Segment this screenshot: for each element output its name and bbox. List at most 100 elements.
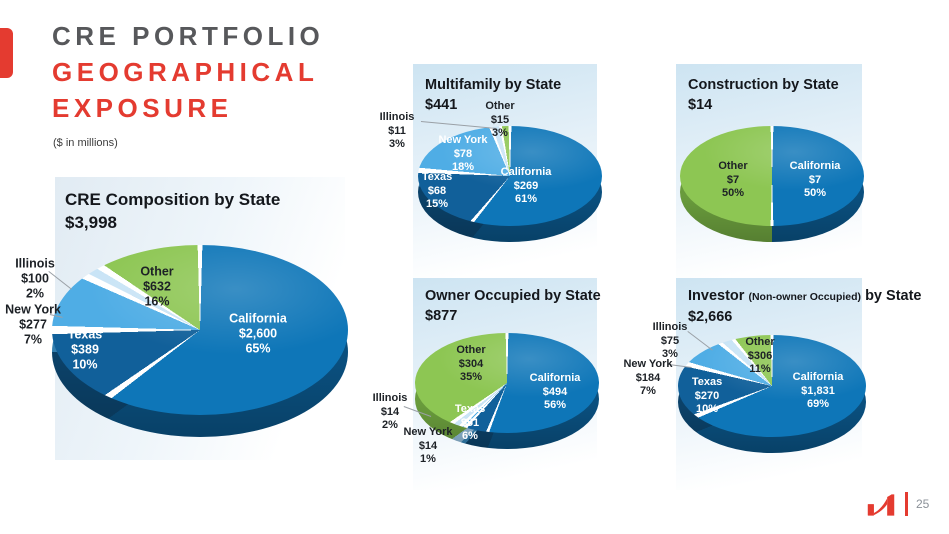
chart-title-cre-composition: CRE Composition by State $3,998: [65, 188, 280, 234]
slice-name: New York: [438, 133, 488, 146]
slice-name: Other: [485, 99, 515, 112]
pie-label-texas: Texas $51 6%: [455, 403, 485, 444]
units-note: ($ in millions): [53, 137, 118, 149]
pie-label-texas: Texas $270 10%: [692, 376, 722, 417]
slide-title: CRE PORTFOLIO GEOGRAPHICAL EXPOSURE: [52, 18, 324, 126]
slice-amount: $304: [458, 357, 484, 370]
chart-title-construction: Construction by State $14: [688, 75, 839, 115]
pie-investor: [678, 335, 866, 453]
slice-name: New York: [5, 302, 61, 317]
slice-name: New York: [403, 425, 453, 438]
slice-name: Other: [718, 159, 748, 172]
chart-title-text: CRE Composition by State: [65, 190, 281, 209]
slice-pct: 56%: [543, 398, 567, 411]
pie-label-california: California $269 61%: [501, 166, 552, 207]
pie-label-new-york: New York $184 7%: [623, 358, 672, 399]
slice-amount: $11: [388, 124, 406, 137]
pie-label-california: California $2,600 65%: [229, 312, 287, 357]
chart-total: $877: [425, 308, 458, 324]
slice-amount: $68: [427, 184, 447, 197]
slice-pct: 6%: [462, 429, 478, 442]
slice-pct: 3%: [492, 126, 508, 139]
pie-label-illinois: Illinois $11 3%: [380, 111, 415, 152]
slice-amount: $100: [21, 271, 49, 286]
slice-pct: 35%: [459, 370, 483, 383]
slice-pct: 50%: [803, 186, 827, 199]
slice-name: Other: [745, 335, 775, 348]
slice-name: California: [500, 165, 552, 178]
pie-label-new-york: New York $14 1%: [403, 426, 452, 467]
pie-label-illinois: Illinois $75 3%: [653, 321, 688, 362]
slice-name: California: [529, 371, 581, 384]
slice-pct: 61%: [514, 192, 538, 205]
slice-amount: $14: [380, 405, 400, 418]
pie-label-other: Other $15 3%: [485, 100, 514, 141]
slice-pct: 11%: [749, 362, 771, 375]
slice-name: California: [229, 311, 287, 326]
slice-name: Texas: [421, 170, 453, 183]
slice-name: Texas: [67, 327, 103, 342]
footer-divider: [905, 492, 908, 516]
slice-pct: 18%: [451, 160, 475, 173]
slice-pct: 69%: [806, 397, 830, 410]
slice-name: Texas: [454, 402, 486, 415]
pie-label-illinois: Illinois $100 2%: [15, 257, 55, 302]
chart-title-text: Investor (Non-owner Occupied) by State: [688, 286, 922, 307]
slice-name: Illinois: [15, 256, 55, 271]
slice-name: Illinois: [652, 320, 688, 333]
slice-name: California: [792, 370, 844, 383]
pie-top-face: [678, 335, 866, 437]
pie-multifamily: [418, 126, 602, 242]
slice-pct: 16%: [144, 294, 170, 309]
chart-total: $14: [688, 97, 713, 113]
slice-amount: $78: [453, 147, 473, 160]
slice-amount: $306: [747, 349, 773, 362]
slice-name: Illinois: [379, 110, 415, 123]
pie-label-texas: Texas $68 15%: [422, 171, 452, 212]
pie-construction: [680, 126, 864, 242]
slice-amount: $75: [660, 334, 680, 347]
slice-amount: $277: [19, 317, 47, 332]
slice-amount: $14: [418, 439, 438, 452]
slice-pct: 10%: [695, 402, 719, 415]
title-tail: by State: [865, 288, 922, 304]
accent-tab: [0, 28, 13, 78]
slide-title-line1: CRE PORTFOLIO: [52, 21, 325, 51]
chart-title-multifamily: Multifamily by State $441: [425, 75, 561, 115]
slice-pct: 2%: [25, 286, 45, 301]
slice-pct: 2%: [382, 418, 398, 431]
chart-title-text: Construction by State: [688, 77, 839, 93]
pie-top-face: [418, 126, 602, 226]
slice-amount: $7: [808, 173, 822, 186]
chart-total: $3,998: [65, 213, 117, 232]
slice-amount: $7: [726, 173, 740, 186]
slice-pct: 10%: [72, 357, 98, 372]
pie-top-face: [52, 245, 348, 415]
brand-logo-icon: [867, 494, 895, 516]
slice-pct: 7%: [23, 332, 43, 347]
pie-label-other: Other $7 50%: [718, 160, 747, 201]
slice-pct: 3%: [389, 137, 405, 150]
pie-label-other: Other $632 16%: [140, 265, 173, 310]
slice-amount: $269: [513, 179, 539, 192]
slice-name: New York: [623, 357, 673, 370]
slice-pct: 15%: [425, 197, 449, 210]
slice-name: Other: [140, 264, 174, 279]
slice-amount: $389: [71, 342, 99, 357]
pie-cre-composition: [52, 245, 348, 437]
slice-amount: $632: [143, 279, 171, 294]
pie-label-texas: Texas $389 10%: [68, 328, 103, 373]
chart-title-owner-occupied: Owner Occupied by State $877: [425, 286, 601, 326]
chart-title-investor: Investor (Non-owner Occupied) by State $…: [688, 286, 922, 327]
pie-label-california: California $494 56%: [530, 372, 581, 413]
slice-pct: 1%: [420, 452, 436, 465]
slide-title-line2: GEOGRAPHICAL: [52, 57, 319, 87]
pie-owner-occupied: [415, 333, 599, 449]
slice-pct: 50%: [721, 186, 745, 199]
pie-label-new-york: New York $277 7%: [5, 303, 61, 348]
slice-name: California: [789, 159, 841, 172]
slice-amount: $270: [694, 389, 720, 402]
pie-label-other: Other $306 11%: [745, 336, 774, 377]
slice-amount: $15: [490, 113, 510, 126]
